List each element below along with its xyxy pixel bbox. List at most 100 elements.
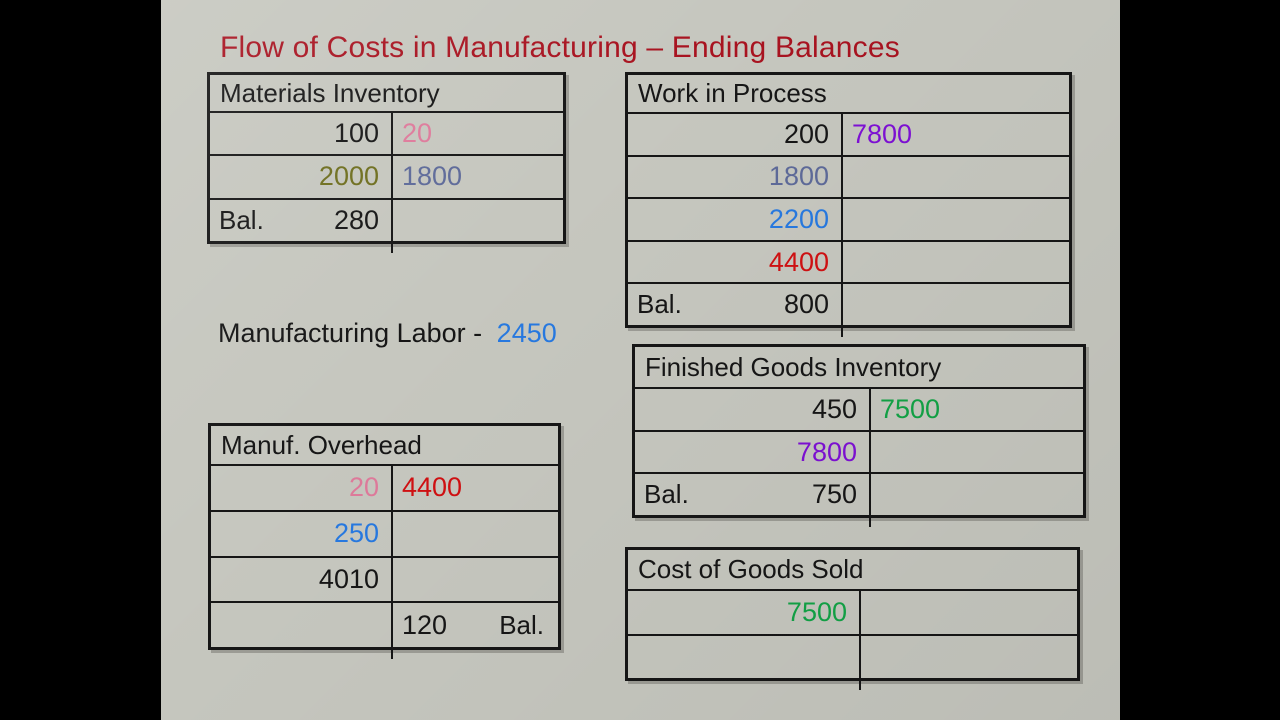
- t-row: 2000 1800: [210, 154, 563, 197]
- debit-cell: 4400: [628, 242, 841, 283]
- t-row: 250: [211, 509, 558, 556]
- credit-cell: 7500: [869, 389, 1083, 430]
- debit-cell: 2200: [628, 199, 841, 240]
- debit-cell: [211, 603, 391, 647]
- t-row: 200 7800: [628, 114, 1069, 155]
- debit-value: 100: [333, 118, 379, 149]
- debit-cell: Bal. 280: [210, 200, 391, 241]
- debit-value: 750: [811, 479, 857, 510]
- credit-cell: 4400: [391, 466, 558, 510]
- debit-value: 7500: [786, 596, 847, 627]
- credit-cell: 20: [391, 113, 563, 154]
- credit-value: 20: [402, 118, 433, 149]
- debit-value: 4010: [318, 563, 379, 594]
- debit-cell: Bal. 750: [635, 474, 869, 515]
- credit-value: 1800: [402, 161, 463, 192]
- debit-cell: Bal. 800: [628, 284, 841, 325]
- credit-cell: [391, 200, 563, 241]
- debit-cell: 100: [210, 113, 391, 154]
- credit-cell: [391, 558, 558, 602]
- debit-cell: 4010: [211, 558, 391, 602]
- t-row: [628, 633, 1077, 679]
- debit-cell: 7800: [635, 432, 869, 473]
- t-account-divider: [391, 466, 393, 659]
- debit-value: 7800: [796, 436, 857, 467]
- t-row: 120 Bal.: [211, 601, 558, 647]
- balance-label: Bal.: [499, 609, 544, 640]
- debit-cell: 7500: [628, 591, 859, 634]
- t-account-finished-goods-inventory: Finished Goods Inventory 450 7500 7800: [632, 344, 1086, 527]
- debit-value: 20: [348, 472, 379, 503]
- debit-value: 250: [333, 518, 379, 549]
- debit-value: 4400: [768, 246, 829, 277]
- credit-cell: [859, 591, 1077, 634]
- debit-value: 200: [783, 118, 829, 149]
- debit-value: 1800: [768, 161, 829, 192]
- debit-value: 2000: [318, 161, 379, 192]
- letterbox-left: [0, 0, 161, 720]
- t-account-body: 7500: [628, 591, 1077, 678]
- account-title: Manuf. Overhead: [211, 426, 558, 466]
- t-row: 20 4400: [211, 466, 558, 510]
- debit-cell: 450: [635, 389, 869, 430]
- t-row: 7500: [628, 591, 1077, 634]
- t-account-body: 450 7500 7800: [635, 389, 1083, 515]
- account-title: Materials Inventory: [210, 75, 563, 113]
- t-row: Bal. 800: [628, 282, 1069, 325]
- t-row: Bal. 280: [210, 197, 563, 241]
- account-title: Work in Process: [628, 75, 1069, 114]
- manufacturing-labor-value: 2450: [496, 318, 557, 348]
- balance-label: Bal.: [219, 204, 264, 235]
- t-account-work-in-process: Work in Process 200 7800 1800: [625, 72, 1072, 337]
- credit-cell: [869, 474, 1083, 515]
- credit-cell: [841, 157, 1069, 198]
- account-title: Cost of Goods Sold: [628, 550, 1077, 591]
- debit-cell: 200: [628, 114, 841, 155]
- credit-cell: [841, 242, 1069, 283]
- account-title: Finished Goods Inventory: [635, 347, 1083, 389]
- credit-cell: 1800: [391, 156, 563, 197]
- debit-cell: 250: [211, 512, 391, 556]
- credit-cell: 7800: [841, 114, 1069, 155]
- t-row: 4010: [211, 555, 558, 602]
- t-account-body: 100 20 2000 1800: [210, 113, 563, 241]
- debit-cell: 1800: [628, 157, 841, 198]
- t-row: 450 7500: [635, 389, 1083, 430]
- t-account-cost-of-goods-sold: Cost of Goods Sold 7500: [625, 547, 1080, 690]
- t-row: 100 20: [210, 113, 563, 154]
- credit-value: 7800: [852, 118, 913, 149]
- debit-cell: 20: [211, 466, 391, 510]
- balance-label: Bal.: [637, 289, 682, 320]
- credit-cell: 120 Bal.: [391, 603, 558, 647]
- debit-value: 450: [811, 393, 857, 424]
- debit-value: 280: [333, 204, 379, 235]
- t-account-manufacturing-overhead: Manuf. Overhead 20 4400 250: [208, 423, 561, 659]
- balance-label: Bal.: [644, 479, 689, 510]
- t-row: 4400: [628, 239, 1069, 283]
- manufacturing-labor-note: Manufacturing Labor - 2450: [218, 318, 557, 349]
- t-account-materials-inventory: Materials Inventory 100 20 2000: [207, 72, 566, 253]
- credit-cell: [859, 636, 1077, 679]
- manufacturing-labor-label: Manufacturing Labor -: [218, 318, 483, 348]
- t-account-body: 20 4400 250: [211, 466, 558, 647]
- credit-cell: [841, 199, 1069, 240]
- slide-title: Flow of Costs in Manufacturing – Ending …: [220, 31, 900, 64]
- t-row: 1800: [628, 154, 1069, 198]
- debit-value: 2200: [768, 203, 829, 234]
- t-account-divider: [391, 113, 393, 253]
- letterbox-right: [1120, 0, 1280, 720]
- slide-canvas: Flow of Costs in Manufacturing – Ending …: [161, 0, 1120, 720]
- t-row: 7800: [635, 429, 1083, 473]
- credit-cell: [391, 512, 558, 556]
- credit-cell: [869, 432, 1083, 473]
- t-account-divider: [859, 591, 861, 690]
- t-account-divider: [841, 114, 843, 337]
- credit-value: 120: [402, 609, 448, 640]
- t-row: 2200: [628, 197, 1069, 240]
- credit-value: 7500: [880, 393, 941, 424]
- debit-value: 800: [783, 289, 829, 320]
- t-row: Bal. 750: [635, 472, 1083, 515]
- t-account-divider: [869, 389, 871, 527]
- credit-value: 4400: [402, 472, 463, 503]
